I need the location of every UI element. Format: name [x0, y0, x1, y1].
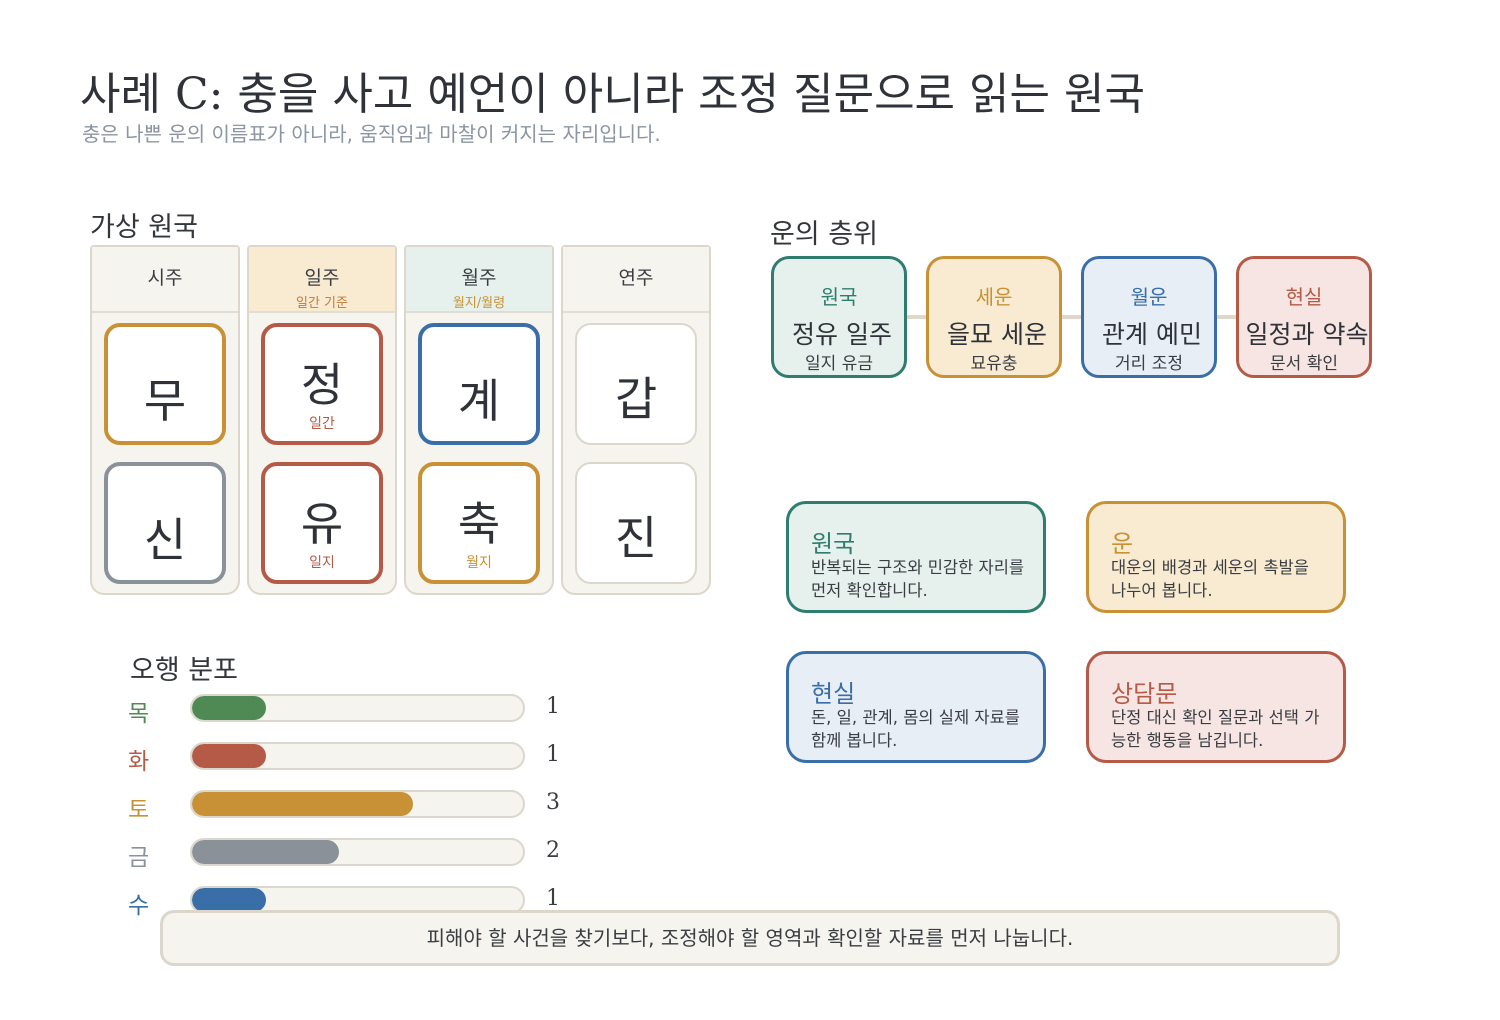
- stem-note: 일간: [309, 416, 335, 432]
- layer-main: 정유 일주: [792, 320, 892, 349]
- flow-connector: [1216, 315, 1236, 319]
- layer-box: 원국 정유 일주 일지 유금: [771, 256, 907, 378]
- branch-glyph: 진: [614, 511, 658, 565]
- branch-cell: 진: [575, 462, 697, 584]
- pillar: 연주 갑 진: [561, 245, 711, 595]
- layer-sub: 묘유충: [970, 354, 1018, 374]
- chart-section-label: 가상 원국: [90, 212, 198, 243]
- element-bar-fill: [192, 744, 266, 768]
- card-title: 현실: [811, 680, 856, 708]
- page-subtitle: 충은 나쁜 운의 이름표가 아니라, 움직임과 마찰이 커지는 자리입니다.: [82, 122, 661, 146]
- layer-main: 을묘 세운: [947, 320, 1047, 349]
- element-value: 1: [546, 742, 560, 767]
- pillar-sub: 일간 기준: [296, 296, 348, 311]
- pillar-name: 시주: [147, 267, 183, 289]
- stem-glyph: 갑: [614, 372, 658, 426]
- info-card: 상담문 단정 대신 확인 질문과 선택 가능한 행동을 남깁니다.: [1086, 651, 1346, 763]
- pillar-header: 연주: [563, 247, 709, 313]
- stem-cell: 정 일간: [261, 323, 383, 445]
- info-card: 운 대운의 배경과 세운의 촉발을 나누어 봅니다.: [1086, 501, 1346, 613]
- info-card: 현실 돈, 일, 관계, 몸의 실제 자료를 함께 봅니다.: [786, 651, 1046, 763]
- layer-tag: 세운: [975, 285, 1013, 309]
- element-bar-fill: [192, 840, 340, 864]
- layer-box: 현실 일정과 약속 문서 확인: [1236, 256, 1372, 378]
- element-bar-track: [190, 694, 525, 722]
- branch-note: 월지: [466, 555, 492, 571]
- stem-glyph: 무: [143, 374, 187, 428]
- element-value: 2: [546, 838, 560, 863]
- layers-section-label: 운의 층위: [770, 219, 878, 250]
- branch-cell: 축 월지: [418, 462, 540, 584]
- element-bar-fill: [192, 888, 266, 912]
- element-label: 목: [128, 701, 150, 727]
- card-title: 원국: [811, 530, 856, 558]
- card-title: 운: [1111, 530, 1134, 558]
- element-bar-track: [190, 838, 525, 866]
- flow-connector: [1061, 315, 1081, 319]
- pillar-header: 일주 일간 기준: [249, 247, 395, 313]
- card-body: 단정 대신 확인 질문과 선택 가능한 행동을 남깁니다.: [1111, 708, 1320, 750]
- pillar: 일주 일간 기준 정 일간 유 일지: [247, 245, 397, 595]
- element-label: 토: [128, 797, 150, 823]
- branch-glyph: 유: [300, 497, 344, 551]
- branch-cell: 신: [104, 462, 226, 584]
- footer-note: 피해야 할 사건을 찾기보다, 조정해야 할 영역과 확인할 자료를 먼저 나눕…: [160, 910, 1340, 966]
- layer-box: 월운 관계 예민 거리 조정: [1081, 256, 1217, 378]
- layer-box: 세운 을묘 세운 묘유충: [926, 256, 1062, 378]
- element-bar-fill: [192, 696, 266, 720]
- stem-cell: 무: [104, 323, 226, 445]
- branch-cell: 유 일지: [261, 462, 383, 584]
- info-card: 원국 반복되는 구조와 민감한 자리를 먼저 확인합니다.: [786, 501, 1046, 613]
- element-bar-fill: [192, 792, 413, 816]
- layer-tag: 현실: [1285, 285, 1323, 309]
- elements-section-label: 오행 분포: [130, 655, 238, 686]
- layer-tag: 월운: [1130, 285, 1168, 309]
- layer-sub: 일지 유금: [805, 354, 873, 374]
- pillar-name: 연주: [618, 267, 654, 289]
- element-bar-track: [190, 790, 525, 818]
- element-row: 화 1: [128, 742, 578, 775]
- pillar-name: 월주: [461, 267, 497, 289]
- element-row: 목 1: [128, 694, 578, 727]
- pillar: 시주 무 신: [90, 245, 240, 595]
- layer-main: 일정과 약속: [1245, 320, 1369, 349]
- layer-main: 관계 예민: [1102, 320, 1202, 349]
- pillar-header: 월주 월지/월령: [406, 247, 552, 313]
- pillar-header: 시주: [92, 247, 238, 313]
- card-title: 상담문: [1111, 680, 1178, 708]
- element-label: 금: [128, 845, 150, 871]
- pillar-name: 일주: [304, 267, 340, 289]
- stem-cell: 갑: [575, 323, 697, 445]
- layer-tag: 원국: [820, 285, 858, 309]
- branch-glyph: 축: [457, 497, 501, 551]
- branch-glyph: 신: [143, 513, 187, 567]
- layer-sub: 거리 조정: [1115, 354, 1183, 374]
- card-body: 반복되는 구조와 민감한 자리를 먼저 확인합니다.: [811, 558, 1025, 600]
- branch-note: 일지: [309, 555, 335, 571]
- element-value: 3: [546, 790, 560, 815]
- card-body: 대운의 배경과 세운의 촉발을 나누어 봅니다.: [1111, 558, 1309, 600]
- element-value: 1: [546, 694, 560, 719]
- layer-sub: 문서 확인: [1270, 354, 1338, 374]
- stem-cell: 계: [418, 323, 540, 445]
- element-label: 수: [128, 893, 150, 919]
- element-row: 금 2: [128, 838, 578, 871]
- card-body: 돈, 일, 관계, 몸의 실제 자료를 함께 봅니다.: [811, 708, 1020, 750]
- element-bar-track: [190, 742, 525, 770]
- flow-connector: [906, 315, 926, 319]
- stem-glyph: 정: [300, 358, 344, 412]
- page-title: 사례 C: 충을 사고 예언이 아니라 조정 질문으로 읽는 원국: [80, 69, 1145, 120]
- element-label: 화: [128, 749, 150, 775]
- element-value: 1: [546, 886, 560, 911]
- stem-glyph: 계: [457, 374, 501, 428]
- pillar: 월주 월지/월령 계 축 월지: [404, 245, 554, 595]
- pillar-sub: 월지/월령: [452, 296, 506, 311]
- element-row: 토 3: [128, 790, 578, 823]
